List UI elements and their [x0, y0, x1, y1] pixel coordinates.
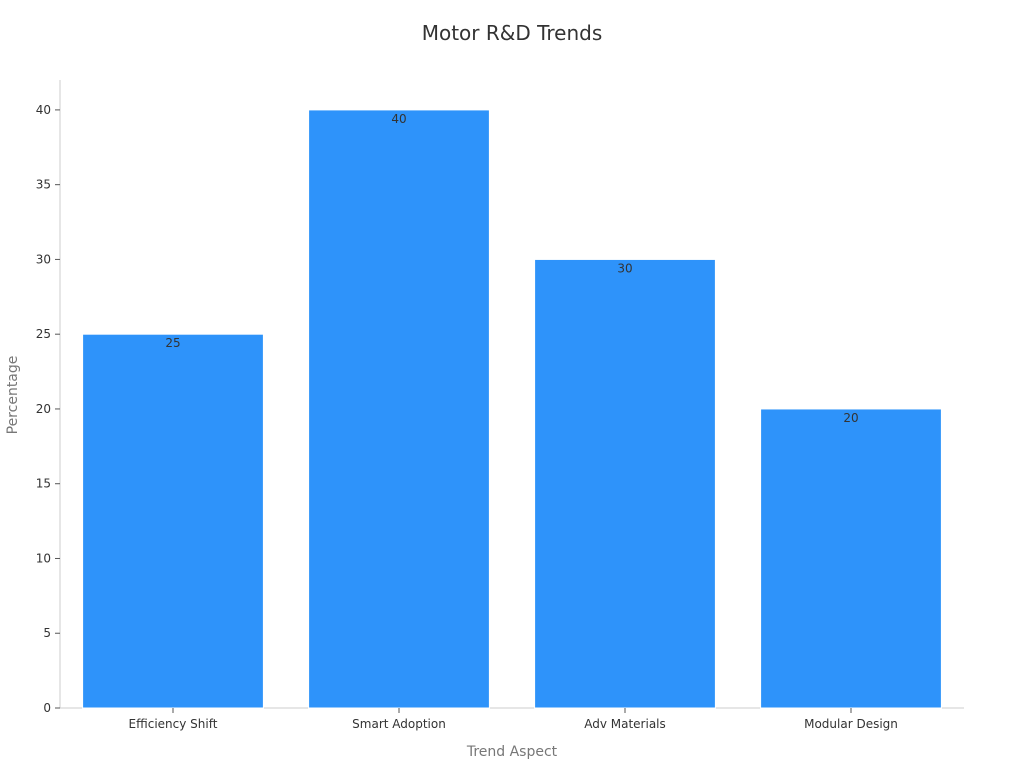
data-label-1: 40	[391, 112, 406, 126]
y-tick-label-1: 5	[43, 626, 51, 640]
y-tick-label-6: 30	[36, 252, 51, 266]
y-axis-label: Percentage	[5, 356, 21, 435]
y-tick-label-7: 35	[36, 178, 51, 192]
y-tick-label-5: 25	[36, 327, 51, 341]
y-tick-label-3: 15	[36, 477, 51, 491]
x-axis-label: Trend Aspect	[466, 744, 558, 760]
data-label-2: 30	[617, 261, 632, 275]
y-tick-label-8: 40	[36, 103, 51, 117]
y-tick-label-2: 10	[36, 551, 51, 565]
x-tick-label-1: Smart Adoption	[352, 717, 446, 731]
data-label-0: 25	[165, 336, 180, 350]
x-tick-label-0: Efficiency Shift	[129, 717, 218, 731]
labels-layer: 25 40 30 20	[165, 112, 858, 425]
x-tick-label-3: Modular Design	[804, 717, 898, 731]
bar-0	[82, 333, 264, 709]
ticks-layer: Efficiency Shift Smart Adoption Adv Materi…	[36, 103, 898, 731]
y-tick-label-0: 0	[43, 701, 51, 715]
bar-3	[760, 408, 942, 709]
bars-layer	[82, 109, 942, 709]
x-tick-label-2: Adv Materials	[584, 717, 666, 731]
y-tick-label-4: 20	[36, 402, 51, 416]
data-label-3: 20	[843, 411, 858, 425]
bar-2	[534, 258, 716, 709]
chart-title: Motor R&D Trends	[422, 21, 603, 45]
bar-1	[308, 109, 490, 709]
